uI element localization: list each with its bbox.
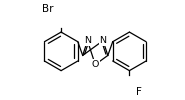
Text: N: N [100, 36, 107, 45]
Text: Br: Br [42, 4, 53, 14]
Text: F: F [136, 87, 142, 97]
Text: N: N [84, 36, 91, 45]
Text: O: O [92, 60, 99, 69]
